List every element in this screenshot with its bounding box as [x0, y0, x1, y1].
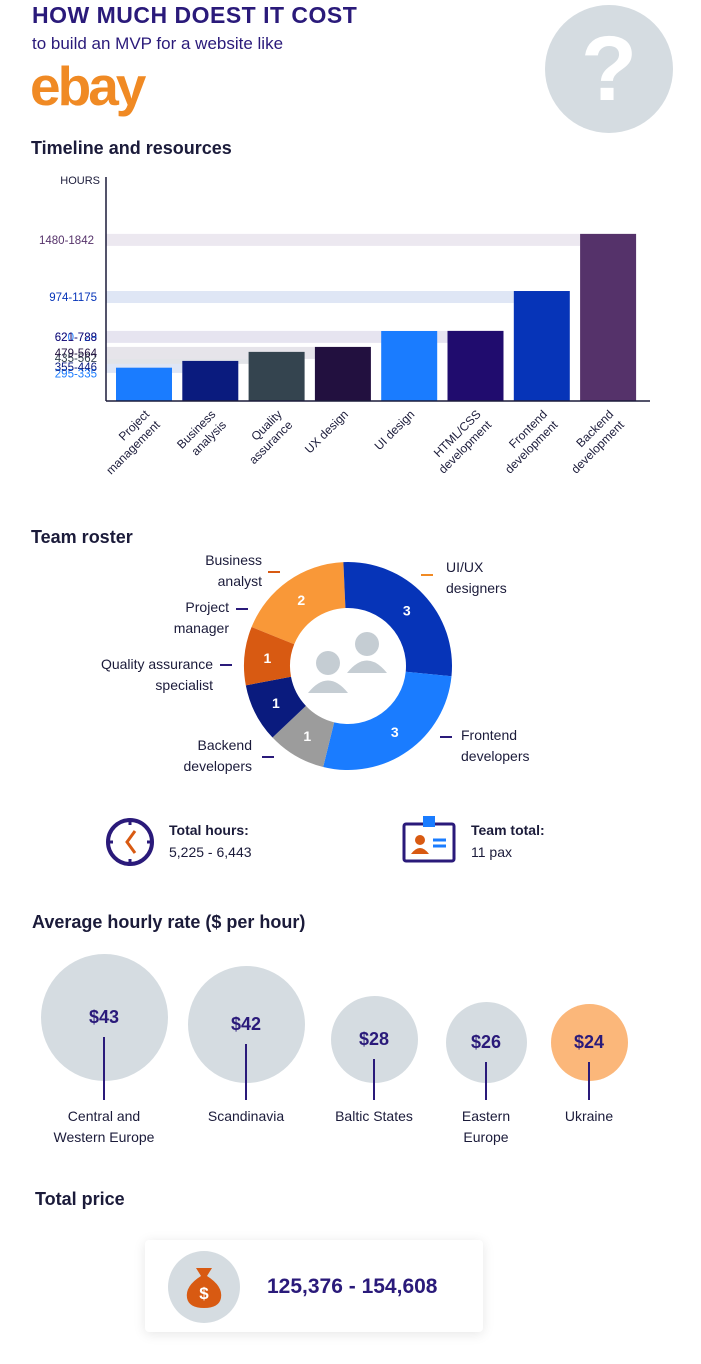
donut-segment	[251, 562, 346, 645]
segment-count: 3	[403, 602, 411, 618]
rate-region-label: Ukraine	[564, 1108, 614, 1124]
total-hours-value: 5,225 - 6,443	[169, 844, 252, 860]
range-label: 295-335	[55, 369, 97, 381]
rate-stem	[588, 1062, 590, 1100]
rate-region-label: Scandinavia	[207, 1108, 285, 1124]
clock-icon	[106, 818, 154, 866]
category-label: Projectmanagement	[93, 407, 164, 478]
page-title: HOW MUCH DOEST IT COST	[32, 2, 358, 28]
legend-uiux: UI/UX designers	[446, 559, 507, 596]
ebay-logo: ebay	[30, 55, 147, 117]
segment-count: 1	[263, 650, 271, 666]
donut-segment	[245, 676, 306, 738]
segment-count: 3	[391, 724, 399, 740]
donut-segment	[323, 671, 452, 770]
people-icon	[308, 632, 387, 693]
legend-frontend: Frontend developers	[461, 727, 530, 764]
bar	[116, 367, 172, 401]
price-heading: Total price	[35, 1189, 125, 1209]
rate-stem	[373, 1059, 375, 1100]
category-label: UI design	[372, 407, 418, 453]
category-label: Businessanalysis	[174, 407, 229, 462]
segment-count: 1	[303, 728, 311, 744]
total-hours-label: Total hours:	[169, 822, 249, 838]
guide-band	[106, 330, 448, 343]
legend-qa: Quality assurance specialist	[100, 656, 213, 693]
segment-count: 1	[272, 695, 280, 711]
bar	[513, 291, 570, 401]
range-label: 355-446	[55, 362, 97, 374]
team-donut-chart: 2 3 3 1 1 1	[220, 562, 453, 770]
category-label: Qualityassurance	[236, 407, 296, 467]
rate-region-label: Eastern Europe	[461, 1108, 511, 1145]
team-heading: Team roster	[31, 527, 133, 547]
range-label: 479-564	[55, 348, 98, 360]
segment-count: 2	[297, 592, 305, 608]
category-label: Backenddevelopment	[558, 407, 628, 477]
money-bag-symbol: $	[199, 1284, 209, 1303]
guide-band	[106, 233, 581, 246]
rate-stem	[485, 1062, 487, 1100]
rate-region-label: Central and Western Europe	[53, 1108, 155, 1145]
bar	[580, 233, 637, 401]
logo-letter: y	[115, 55, 147, 117]
legend-ba: Business analyst	[205, 552, 262, 589]
rates-heading: Average hourly rate ($ per hour)	[32, 912, 306, 932]
total-price-value: 125,376 - 154,608	[267, 1275, 438, 1298]
rate-region-label: Baltic States	[335, 1108, 413, 1124]
bar	[447, 330, 504, 401]
donut-segment	[272, 705, 335, 767]
rate-stem	[245, 1044, 247, 1100]
team-total-label: Team total:	[471, 822, 545, 838]
range-label: 620-729	[55, 332, 97, 344]
range-label: 621-788	[55, 332, 97, 344]
donut-segment	[343, 562, 453, 677]
category-label: Frontenddevelopment	[491, 407, 561, 477]
money-bag-icon: $	[168, 1251, 240, 1323]
page-subtitle: to build an MVP for a website like	[32, 34, 284, 53]
guide-band	[106, 291, 514, 304]
team-total-value: 11 pax	[471, 844, 512, 860]
bar	[248, 351, 305, 401]
rate-stem	[103, 1037, 105, 1100]
range-label: 974-1175	[49, 292, 97, 304]
id-badge-icon	[402, 816, 456, 863]
y-axis-label: HOURS	[60, 175, 100, 187]
bar	[381, 330, 438, 401]
legend-pm: Project manager	[173, 599, 229, 636]
logo-letter: e	[30, 55, 61, 117]
legend-backend: Backend developers	[183, 737, 253, 774]
bar	[182, 360, 239, 401]
timeline-heading: Timeline and resources	[31, 138, 232, 158]
logo-letter: b	[57, 55, 92, 117]
logo-letter: a	[88, 55, 119, 117]
range-label: 435-562	[55, 353, 97, 365]
donut-segment	[244, 627, 295, 686]
category-label: UX design	[302, 407, 351, 456]
range-label: 1480-1842	[39, 235, 94, 247]
bar	[314, 346, 371, 401]
category-label: HTML/CSSdevelopment	[425, 407, 495, 477]
timeline-bar-chart: 295-335 Projectmanagement 355-446 Businessa…	[39, 175, 650, 478]
question-mark-icon: ?	[545, 5, 673, 133]
